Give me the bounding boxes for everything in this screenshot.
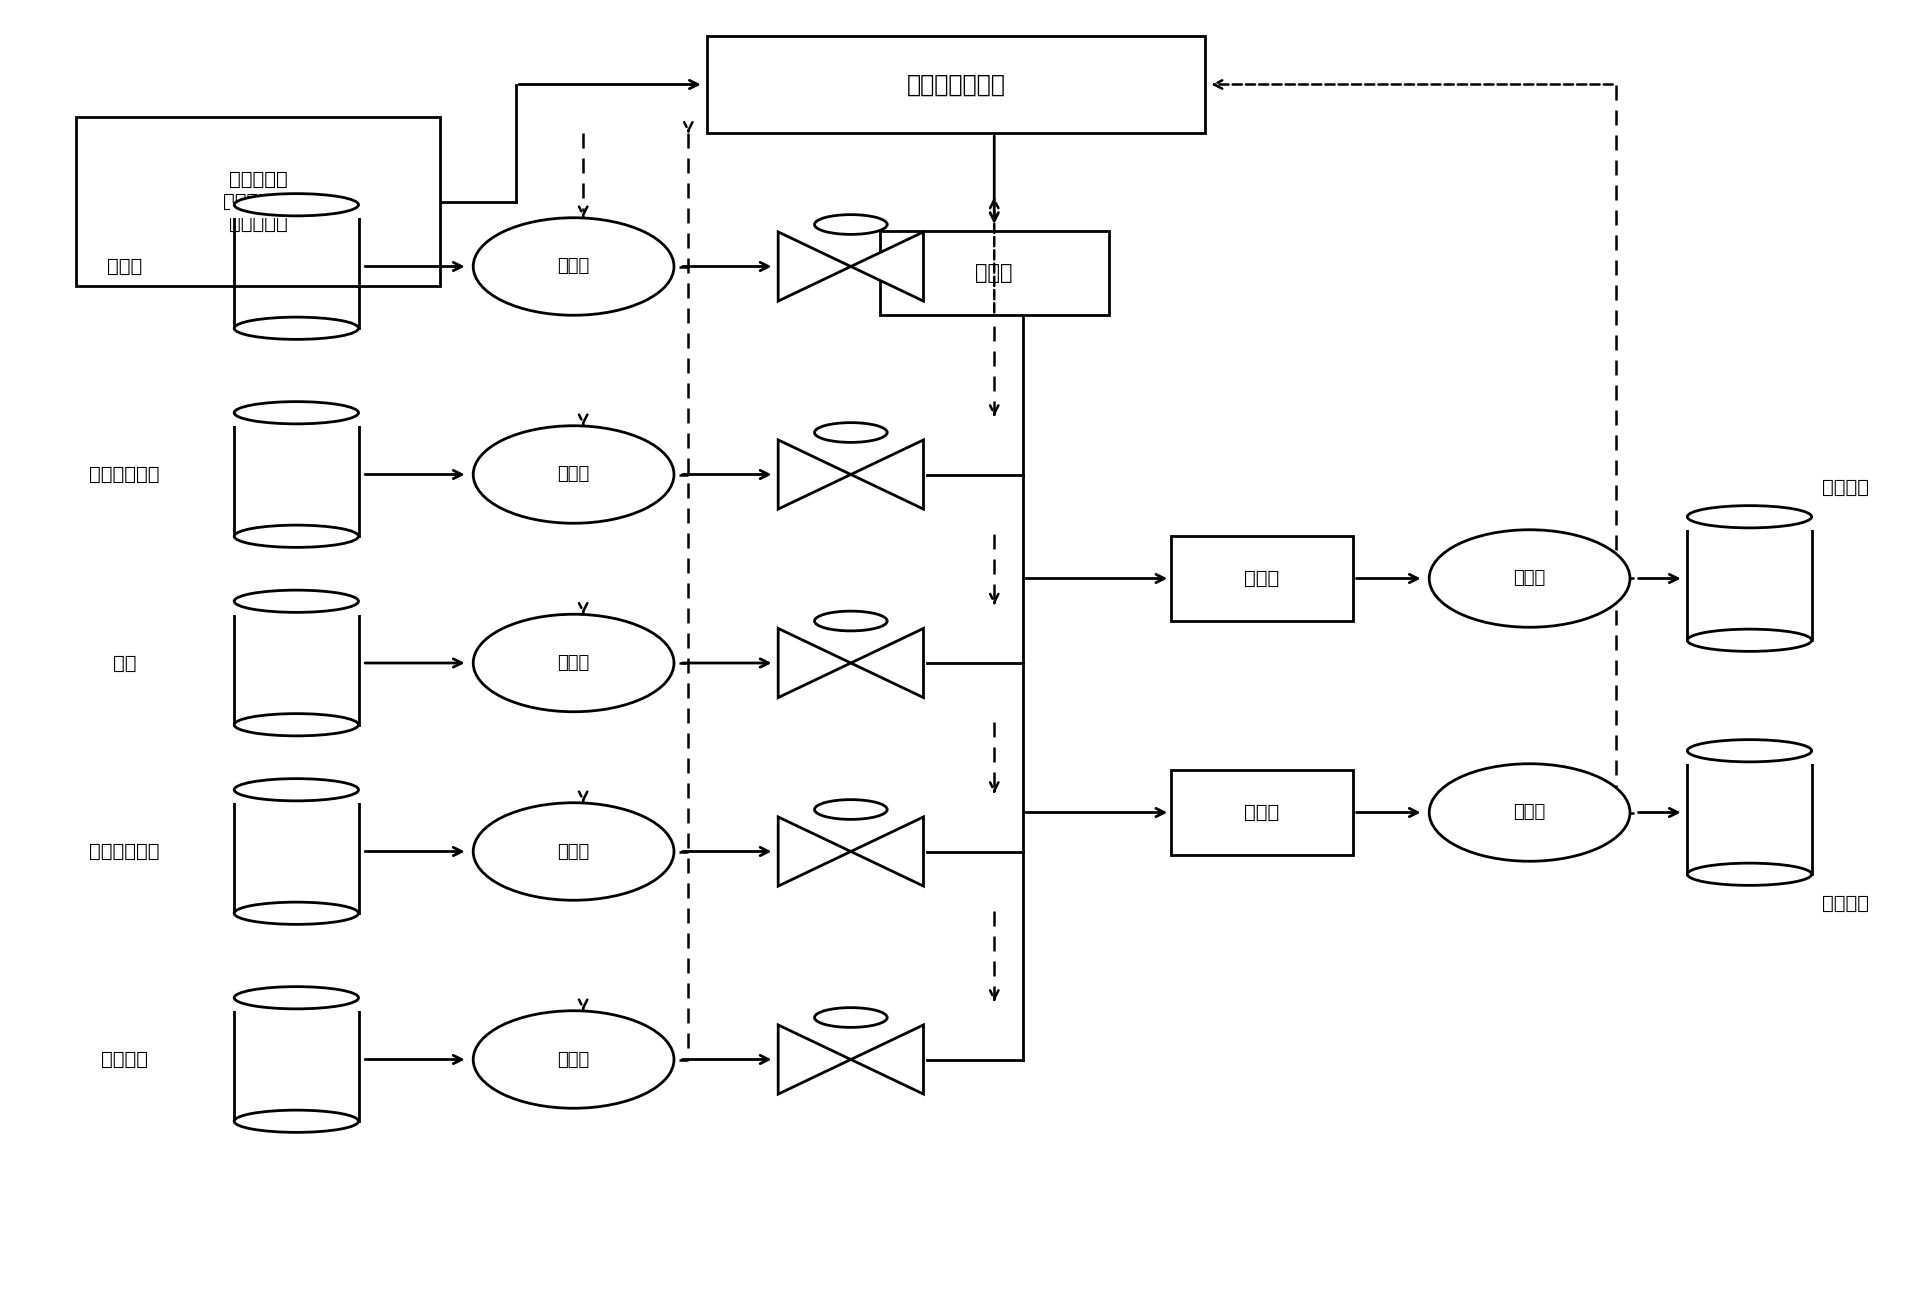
FancyBboxPatch shape [1683,515,1814,530]
Text: 调合器: 调合器 [1245,569,1279,588]
FancyBboxPatch shape [1170,536,1352,620]
Ellipse shape [233,525,358,547]
FancyBboxPatch shape [880,231,1109,315]
Ellipse shape [1686,740,1813,762]
Ellipse shape [1686,629,1813,651]
Text: 高级汽油: 高级汽油 [1822,894,1868,913]
Text: 分析仪: 分析仪 [1514,803,1545,822]
Polygon shape [851,1024,923,1095]
Polygon shape [851,439,923,510]
Polygon shape [851,816,923,887]
Ellipse shape [474,1011,673,1108]
Text: 分析仪: 分析仪 [558,842,589,861]
Polygon shape [778,816,851,887]
Text: 分析仪: 分析仪 [1514,569,1545,588]
Text: 丁烷: 丁烷 [113,654,136,672]
Ellipse shape [1686,863,1813,885]
Ellipse shape [815,422,887,442]
Polygon shape [778,231,851,302]
FancyBboxPatch shape [229,788,363,803]
Ellipse shape [815,611,887,630]
Ellipse shape [233,1110,358,1132]
Text: 调合器: 调合器 [1245,803,1279,822]
Ellipse shape [233,402,358,424]
Ellipse shape [233,317,358,339]
Ellipse shape [233,714,358,736]
Ellipse shape [815,800,887,819]
FancyBboxPatch shape [76,117,440,286]
FancyBboxPatch shape [229,997,363,1011]
Text: 催化裂化汽油: 催化裂化汽油 [90,842,159,861]
Ellipse shape [1430,529,1629,627]
Text: 轻直馏石脑油: 轻直馏石脑油 [90,465,159,484]
Ellipse shape [1686,506,1813,528]
Ellipse shape [474,426,673,523]
Polygon shape [851,628,923,698]
Text: 分析仪: 分析仪 [558,1050,589,1069]
Text: 烷基化油: 烷基化油 [101,1050,147,1069]
FancyBboxPatch shape [229,601,363,615]
Polygon shape [851,231,923,302]
Polygon shape [778,1024,851,1095]
Ellipse shape [233,590,358,612]
Ellipse shape [233,194,358,216]
Text: 重整油: 重整油 [107,257,141,276]
Ellipse shape [1430,764,1629,861]
Text: 调和调度优化器: 调和调度优化器 [906,73,1006,96]
Polygon shape [778,439,851,510]
Ellipse shape [815,1008,887,1027]
FancyBboxPatch shape [1683,749,1814,764]
Ellipse shape [233,902,358,924]
Ellipse shape [474,615,673,712]
Text: 分析仪: 分析仪 [558,257,589,276]
Text: 产品油数据
市场信息数据
组分油数据: 产品油数据 市场信息数据 组分油数据 [224,170,293,233]
Text: 分析仪: 分析仪 [558,654,589,672]
Text: 分析仪: 分析仪 [558,465,589,484]
FancyBboxPatch shape [707,35,1205,134]
Ellipse shape [233,987,358,1009]
Text: 控制器: 控制器 [975,263,1013,283]
Text: 普通汽油: 普通汽油 [1822,478,1868,497]
Polygon shape [778,628,851,698]
Ellipse shape [233,779,358,801]
FancyBboxPatch shape [1170,770,1352,855]
FancyBboxPatch shape [229,411,363,426]
Ellipse shape [474,803,673,901]
Ellipse shape [815,214,887,234]
Ellipse shape [474,217,673,316]
FancyBboxPatch shape [229,204,363,218]
